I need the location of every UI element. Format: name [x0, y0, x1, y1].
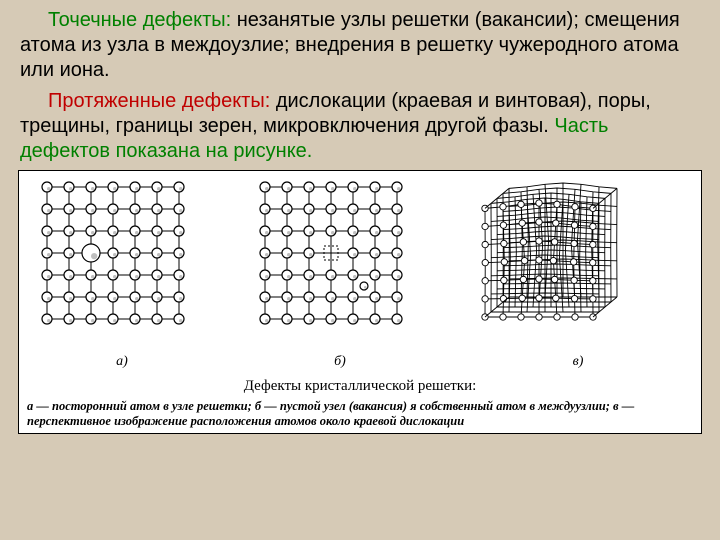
- paragraph-extended-defects: Протяженные дефекты: дислокации (краевая…: [20, 89, 700, 164]
- paragraph-point-defects: Точечные дефекты: незанятые узлы решетки…: [20, 8, 700, 83]
- caption-a: а): [27, 354, 217, 370]
- figure-legend: а — посторонний атом в узле решетки; б —…: [27, 399, 693, 429]
- figure-legend-text: а — посторонний атом в узле решетки; б —…: [27, 399, 634, 428]
- term-point-defects: Точечные дефекты:: [48, 9, 231, 31]
- figure-container: а) б) в) Дефекты кристаллической решетки…: [18, 170, 702, 434]
- term-extended-defects: Протяженные дефекты:: [48, 90, 270, 112]
- diagram-a: а): [27, 177, 217, 370]
- caption-b: б): [245, 354, 435, 370]
- diagram-b: б): [245, 177, 435, 370]
- figure-title: Дефекты кристаллической решетки:: [27, 378, 693, 395]
- caption-c: в): [463, 354, 693, 370]
- diagram-c: в): [463, 177, 693, 370]
